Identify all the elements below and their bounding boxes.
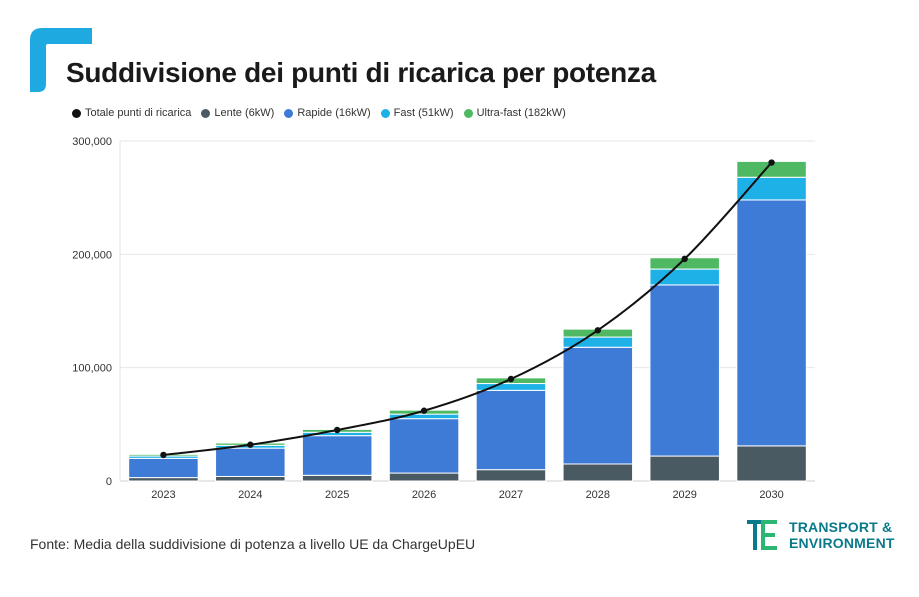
chart-title: Suddivisione dei punti di ricarica per p… xyxy=(66,57,656,88)
legend-label-lente: Lente (6kW) xyxy=(214,107,275,119)
legend-label-fast: Fast (51kW) xyxy=(393,107,454,119)
bar-lente-2029 xyxy=(649,455,720,482)
bar-rapide-2029 xyxy=(649,284,720,457)
bar-lente-2025 xyxy=(301,474,373,482)
total-point-2023 xyxy=(160,451,167,459)
legend-label-ultra: Ultra-fast (182kW) xyxy=(476,107,566,119)
te-logo-line2: ENVIRONMENT xyxy=(789,535,895,551)
te-logo-line1: TRANSPORT & xyxy=(789,519,893,535)
x-tick-label: 2027 xyxy=(499,489,523,501)
bar-lente-2027 xyxy=(475,469,547,482)
bar-lente-2028 xyxy=(562,463,634,482)
legend-swatch-ultra xyxy=(463,108,473,118)
x-tick-label: 2028 xyxy=(586,489,610,501)
brand-corner-icon xyxy=(30,28,92,92)
bar-rapide-2023 xyxy=(128,457,199,479)
bar-lente-2030 xyxy=(736,445,807,482)
x-tick-label: 2030 xyxy=(759,489,783,501)
bar-lente-2024 xyxy=(215,475,286,482)
te-logo-icon xyxy=(747,520,777,550)
bar-lente-2026 xyxy=(388,472,460,482)
te-logo-text: TRANSPORT & ENVIRONMENT xyxy=(789,519,895,551)
y-tick-label: 200,000 xyxy=(72,249,112,261)
x-tick-label: 2025 xyxy=(325,489,349,501)
bar-rapide-2030 xyxy=(736,199,807,447)
legend-swatch-totale xyxy=(72,108,81,118)
bar-rapide-2024 xyxy=(215,447,286,477)
total-point-2030 xyxy=(768,159,775,166)
total-point-2029 xyxy=(681,255,688,263)
x-tick-label: 2023 xyxy=(151,489,175,501)
y-tick-label: 100,000 xyxy=(72,363,112,375)
y-tick-label: 0 xyxy=(106,476,112,488)
source-note: Fonte: Media della suddivisione di poten… xyxy=(30,536,476,552)
total-point-2026 xyxy=(420,407,428,414)
total-point-2028 xyxy=(594,327,602,334)
legend-label-totale: Totale punti di ricarica xyxy=(85,107,192,119)
bar-lente-2023 xyxy=(128,477,199,482)
y-tick-label: 300,000 xyxy=(72,136,112,148)
bar-rapide-2027 xyxy=(475,389,547,471)
legend-swatch-rapide xyxy=(284,108,294,118)
bar-rapide-2025 xyxy=(301,435,373,476)
total-point-2027 xyxy=(507,375,515,383)
legend-item-ultra: Ultra-fast (182kW) xyxy=(463,107,566,119)
legend-swatch-fast xyxy=(380,108,390,118)
bar-fast-2030 xyxy=(736,176,807,201)
legend-item-rapide: Rapide (16kW) xyxy=(284,107,371,119)
x-tick-label: 2026 xyxy=(412,489,436,501)
legend-item-lente: Lente (6kW) xyxy=(201,107,274,119)
legend: Totale punti di ricarica Lente (6kW) Rap… xyxy=(72,107,566,119)
legend-swatch-lente xyxy=(201,108,211,118)
bar-rapide-2026 xyxy=(388,418,460,474)
x-tick-label: 2029 xyxy=(672,489,696,501)
te-logo: TRANSPORT & ENVIRONMENT xyxy=(747,519,895,551)
x-tick-label: 2024 xyxy=(238,489,262,501)
legend-label-rapide: Rapide (16kW) xyxy=(297,107,371,119)
legend-item-fast: Fast (51kW) xyxy=(380,107,454,119)
legend-item-totale: Totale punti di ricarica xyxy=(72,107,191,119)
bar-rapide-2028 xyxy=(562,346,634,465)
total-point-2024 xyxy=(247,441,254,448)
total-point-2025 xyxy=(333,426,341,434)
